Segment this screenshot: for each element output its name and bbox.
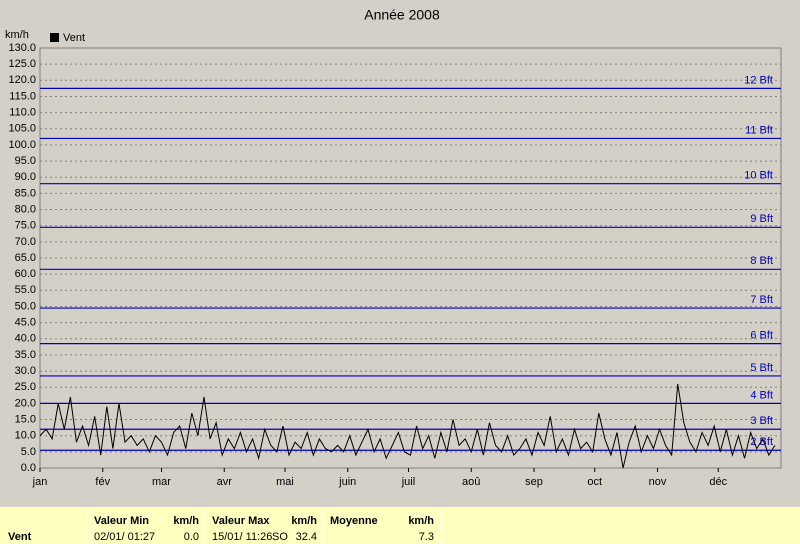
y-tick-label: 105.0	[8, 123, 36, 135]
y-tick-label: 120.0	[8, 74, 36, 86]
y-tick-label: 130.0	[8, 42, 36, 54]
beaufort-label: 9 Bft	[750, 213, 773, 225]
y-axis-label: km/h	[5, 29, 29, 41]
y-tick-label: 90.0	[15, 171, 36, 183]
x-tick-label: aoû	[462, 476, 480, 488]
legend-label: Vent	[63, 32, 85, 44]
summary-value: 32.4	[296, 531, 317, 543]
y-tick-label: 60.0	[15, 268, 36, 280]
y-tick-label: 5.0	[21, 446, 36, 458]
summary-direction: SO	[272, 531, 288, 543]
y-tick-label: 55.0	[15, 284, 36, 296]
x-tick-label: jan	[32, 476, 48, 488]
summary-date: 15/01/ 11:26	[212, 531, 272, 543]
y-tick-label: 10.0	[15, 430, 36, 442]
y-tick-label: 100.0	[8, 139, 36, 151]
y-tick-label: 30.0	[15, 365, 36, 377]
beaufort-label: 12 Bft	[744, 74, 773, 86]
x-tick-label: déc	[709, 476, 727, 488]
y-tick-label: 85.0	[15, 187, 36, 199]
y-tick-label: 125.0	[8, 58, 36, 70]
summary-value: 0.0	[184, 531, 199, 543]
x-tick-label: nov	[649, 476, 667, 488]
y-tick-label: 20.0	[15, 397, 36, 409]
y-tick-label: 110.0	[9, 107, 36, 119]
summary-unit: km/h	[291, 515, 317, 527]
summary-date: 02/01/ 01:27	[94, 531, 155, 543]
summary-panel	[0, 507, 800, 544]
summary-header: Valeur Min	[94, 515, 149, 527]
chart-title: Année 2008	[364, 7, 440, 23]
summary-label: Vent	[8, 531, 32, 543]
y-tick-label: 95.0	[15, 155, 36, 167]
series-line	[39, 383, 776, 469]
y-tick-label: 75.0	[15, 220, 36, 232]
beaufort-label: 6 Bft	[750, 330, 773, 342]
x-tick-label: juin	[338, 476, 356, 488]
y-tick-label: 50.0	[15, 300, 36, 312]
y-tick-label: 15.0	[15, 413, 36, 425]
beaufort-label: 2 Bft	[750, 436, 773, 448]
x-tick-label: juil	[401, 476, 415, 488]
y-tick-label: 45.0	[15, 317, 36, 329]
beaufort-label: 5 Bft	[750, 362, 773, 374]
x-tick-label: fév	[95, 476, 110, 488]
beaufort-label: 3 Bft	[750, 415, 773, 427]
beaufort-label: 8 Bft	[750, 255, 773, 267]
y-tick-label: 35.0	[15, 349, 36, 361]
y-tick-label: 25.0	[15, 381, 36, 393]
x-tick-label: sep	[525, 476, 543, 488]
summary-unit: km/h	[173, 515, 199, 527]
summary-header: Moyenne	[330, 515, 378, 527]
summary-header: Valeur Max	[212, 515, 270, 527]
y-tick-label: 0.0	[21, 462, 36, 474]
x-tick-label: mai	[276, 476, 294, 488]
y-tick-label: 70.0	[15, 236, 36, 248]
beaufort-label: 11 Bft	[745, 124, 773, 136]
summary-unit: km/h	[408, 515, 434, 527]
y-tick-label: 115.0	[9, 90, 36, 102]
x-tick-label: oct	[587, 476, 602, 488]
y-tick-label: 80.0	[15, 203, 36, 215]
beaufort-label: 10 Bft	[744, 170, 773, 182]
legend-swatch	[50, 33, 59, 42]
beaufort-label: 4 Bft	[750, 389, 773, 401]
x-tick-label: mar	[152, 476, 171, 488]
beaufort-label: 7 Bft	[750, 294, 773, 306]
x-tick-label: avr	[217, 476, 233, 488]
y-tick-label: 65.0	[15, 252, 36, 264]
summary-value: 7.3	[419, 531, 434, 543]
y-tick-label: 40.0	[15, 333, 36, 345]
